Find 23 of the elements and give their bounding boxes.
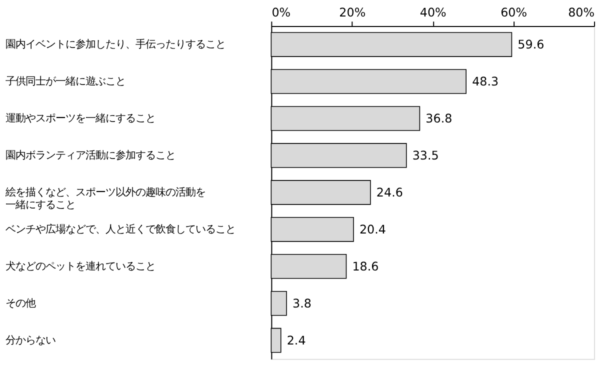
y-tick-label: 犬などのペットを連れていること — [5, 260, 156, 272]
y-tick-label: 運動やスポーツを一緒にすること — [5, 112, 156, 124]
data-label: 2.4 — [286, 333, 306, 348]
y-tick-label: その他 — [5, 297, 36, 310]
x-tick-label: 20% — [339, 6, 366, 20]
y-tick-label: 園内ボランティア活動に参加すること — [5, 149, 176, 162]
data-label: 36.8 — [426, 111, 452, 126]
data-label: 33.5 — [412, 148, 439, 162]
y-tick-label: ベンチや広場などで、人と近くで飲食していること — [5, 223, 236, 236]
data-label: 18.6 — [352, 259, 379, 274]
data-label: 24.6 — [376, 185, 403, 200]
y-tick-label: 子供同士が一緒に遊ぶこと — [5, 75, 126, 88]
y-tick-label: 分からない — [5, 334, 56, 346]
data-label: 3.8 — [292, 296, 312, 310]
data-label: 48.3 — [472, 74, 499, 88]
y-tick-label: 絵を描くなど、スポーツ以外の趣味の活動を一緒にすること — [4, 186, 206, 211]
x-tick-label: 80% — [568, 6, 595, 20]
y-tick-label: 園内イベントに参加したり、手伝ったりすること — [5, 38, 226, 51]
data-label: 20.4 — [359, 222, 386, 236]
x-tick-label: 60% — [500, 6, 528, 20]
data-label: 59.6 — [518, 38, 544, 52]
x-tick-label: 40% — [420, 6, 446, 20]
x-tick-label: 0% — [272, 6, 291, 20]
